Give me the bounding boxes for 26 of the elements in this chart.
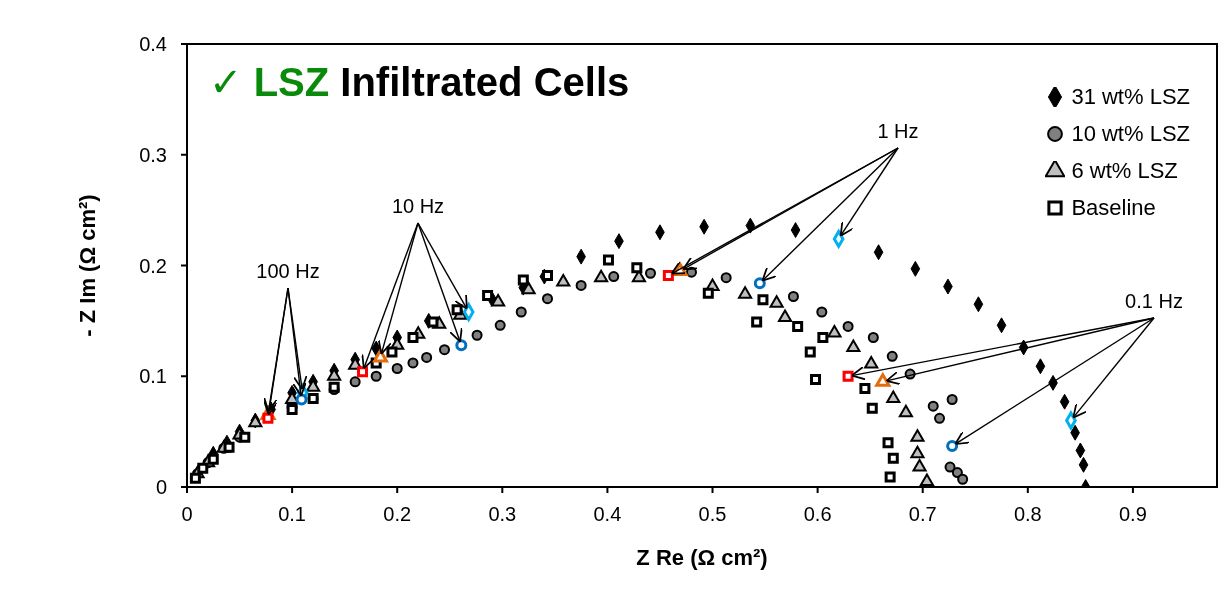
legend-label: Baseline [1071,194,1156,222]
annotation: 10 Hz [391,195,445,217]
chart-title: ✓ LSZ Infiltrated Cells [209,60,630,104]
legend-label: 31 wt% LSZ [1071,83,1190,111]
y-tick-label: 0.4 [139,33,167,56]
legend-label: 6 wt% LSZ [1071,157,1178,185]
annotation: 0.1 Hz [1125,290,1183,312]
x-tick-label: 0.9 [1119,503,1147,526]
x-tick-label: 0.5 [698,503,727,526]
y-axis-title: - Z Im (Ω cm²) [74,194,100,337]
legend-label: 10 wt% LSZ [1071,120,1190,148]
x-tick-label: 0.6 [803,503,832,526]
x-tick-label: 0.2 [383,503,412,526]
x-tick-label: 0 [181,503,193,526]
x-tick-label: 0.1 [278,503,307,526]
y-tick-label: 0.2 [139,254,167,277]
y-tick-label: 0.3 [139,143,167,166]
annotation: 1 Hz [877,120,919,142]
x-tick-label: 0.4 [593,503,622,526]
x-tick-label: 0.8 [1013,503,1042,526]
annotation: 100 Hz [256,260,320,282]
y-tick-label: 0 [155,476,167,499]
y-tick-label: 0.1 [139,365,167,388]
x-axis-title: Z Re (Ω cm²) [636,545,768,570]
x-tick-label: 0.7 [908,503,937,526]
x-tick-label: 0.3 [488,503,517,526]
